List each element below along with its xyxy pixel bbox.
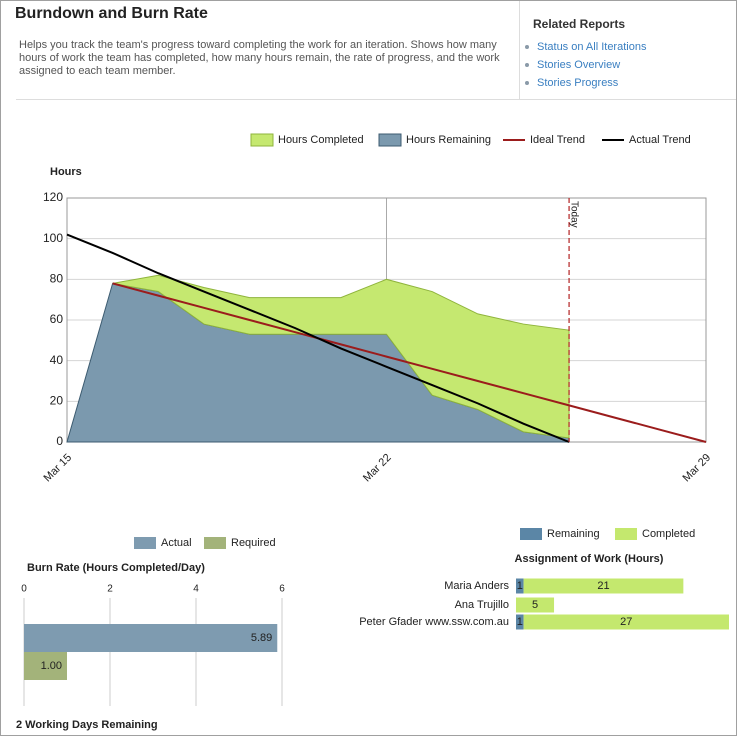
x-tick-label: 4 [193, 584, 199, 595]
x-tick-label: Mar 22 [361, 452, 394, 485]
y-tick-label: 80 [50, 272, 64, 286]
value-label: 5 [532, 599, 538, 611]
trend-line [112, 282, 707, 443]
legend-label: Hours Remaining [406, 134, 491, 146]
bar-segment [523, 614, 729, 630]
legend-label: Actual [161, 537, 192, 549]
x-tick-label: 6 [279, 584, 285, 595]
y-tick-label: 120 [43, 190, 63, 204]
legend-label: Required [231, 537, 276, 549]
chart-title: Assignment of Work (Hours) [515, 553, 664, 565]
value-label: 1 [517, 580, 523, 592]
footer-note: 2 Working Days Remaining [16, 719, 158, 731]
bar [24, 652, 67, 680]
x-tick-label: 2 [107, 584, 113, 595]
value-label: 5.89 [251, 632, 272, 644]
y-tick-label: 20 [50, 394, 64, 408]
legend-swatch [250, 133, 274, 147]
legend-swatch [520, 528, 542, 540]
x-tick-label: Mar 29 [680, 452, 713, 485]
legend-label: Ideal Trend [530, 134, 585, 146]
bullet [525, 63, 529, 67]
related-reports: Related Reports Status on All Iterations… [519, 1, 736, 99]
bullet [525, 45, 529, 49]
legend-label: Hours Completed [278, 134, 364, 146]
bar-segment [516, 597, 555, 613]
value-label: 1.00 [41, 660, 62, 672]
x-tick-label: 0 [21, 584, 27, 595]
value-label: 1 [517, 616, 523, 628]
related-title: Related Reports [533, 17, 626, 31]
legend-swatch [378, 133, 402, 147]
report-link[interactable]: Stories Overview [537, 59, 621, 71]
category-label: Maria Anders [444, 580, 509, 592]
legend-label: Remaining [547, 528, 600, 540]
y-tick-label: 100 [43, 231, 63, 245]
legend-swatch [134, 537, 156, 549]
category-label: Ana Trujillo [455, 599, 509, 611]
y-axis-label: Hours [50, 166, 82, 178]
report-link[interactable]: Stories Progress [537, 77, 619, 89]
report-description: Helps you track the team's progress towa… [19, 39, 500, 77]
legend-label: Completed [642, 528, 695, 540]
y-tick-label: 60 [50, 312, 64, 326]
y-tick-label: 0 [56, 434, 63, 448]
category-label: Peter Gfader www.ssw.com.au [359, 616, 509, 628]
legend-swatch [204, 537, 226, 549]
value-label: 21 [597, 580, 609, 592]
divider [16, 99, 736, 100]
legend-label: Actual Trend [629, 134, 691, 146]
chart-title: Burn Rate (Hours Completed/Day) [27, 562, 205, 574]
trend-line [66, 233, 570, 443]
report-link[interactable]: Status on All Iterations [537, 41, 647, 53]
bullet [525, 81, 529, 85]
y-tick-label: 40 [50, 353, 64, 367]
value-label: 27 [620, 616, 632, 628]
bar-segment [516, 578, 524, 594]
report-title: Burndown and Burn Rate [15, 5, 208, 22]
legend-swatch [615, 528, 637, 540]
bar-segment [523, 578, 684, 594]
x-tick-label: Mar 15 [41, 452, 74, 485]
today-label: Today [568, 201, 579, 228]
bar [24, 624, 278, 652]
bar-segment [516, 614, 524, 630]
